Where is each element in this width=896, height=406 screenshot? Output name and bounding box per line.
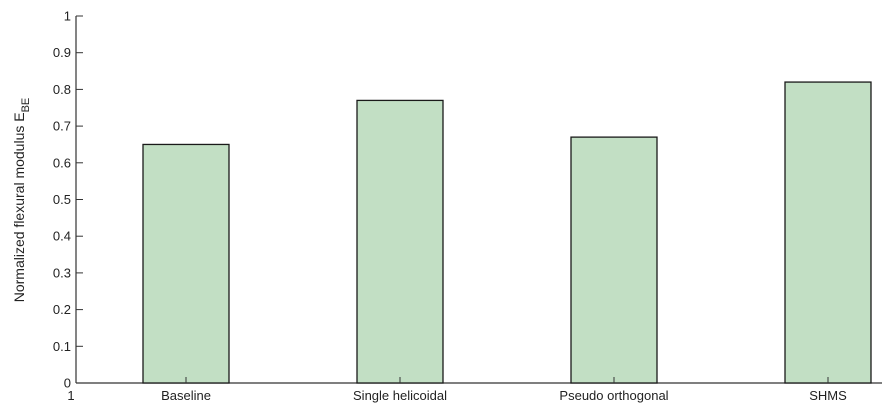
bar (356, 99, 444, 384)
y-ticks: 0 0.1 0.2 0.3 0.4 0.5 0.6 0.7 0.8 0.9 1 (53, 9, 83, 391)
y-tick-label: 0 (64, 376, 71, 391)
x-tick-label: SHMS (809, 388, 847, 403)
y-axis-label: Normalized flexural modulus EBE (11, 98, 32, 303)
y-tick-label: 0.8 (53, 82, 71, 97)
bar (570, 136, 658, 384)
y-axis: 0 0.1 0.2 0.3 0.4 0.5 0.6 0.7 0.8 0.9 1 (53, 9, 83, 391)
y-axis-label-subscript: BE (20, 98, 32, 113)
x-tick-label: Pseudo orthogonal (559, 388, 668, 403)
bars (142, 81, 872, 384)
bar (142, 143, 230, 384)
x-origin-label: 1 (67, 388, 74, 403)
x-tick-label: Baseline (161, 388, 211, 403)
y-axis-label-main: Normalized flexural modulus E (11, 112, 27, 302)
y-tick-label: 0.7 (53, 119, 71, 134)
y-tick-label: 1 (64, 9, 71, 24)
y-tick-label: 0.2 (53, 302, 71, 317)
y-tick-label: 0.5 (53, 192, 71, 207)
x-tick-label: Single helicoidal (353, 388, 447, 403)
x-tick-labels: Baseline Single helicoidal Pseudo orthogon… (161, 377, 847, 403)
y-tick-label: 0.1 (53, 339, 71, 354)
y-tick-label: 0.6 (53, 155, 71, 170)
y-tick-label: 0.9 (53, 45, 71, 60)
y-tick-label: 0.3 (53, 265, 71, 280)
bar (784, 81, 872, 384)
y-tick-label: 0.4 (53, 229, 71, 244)
